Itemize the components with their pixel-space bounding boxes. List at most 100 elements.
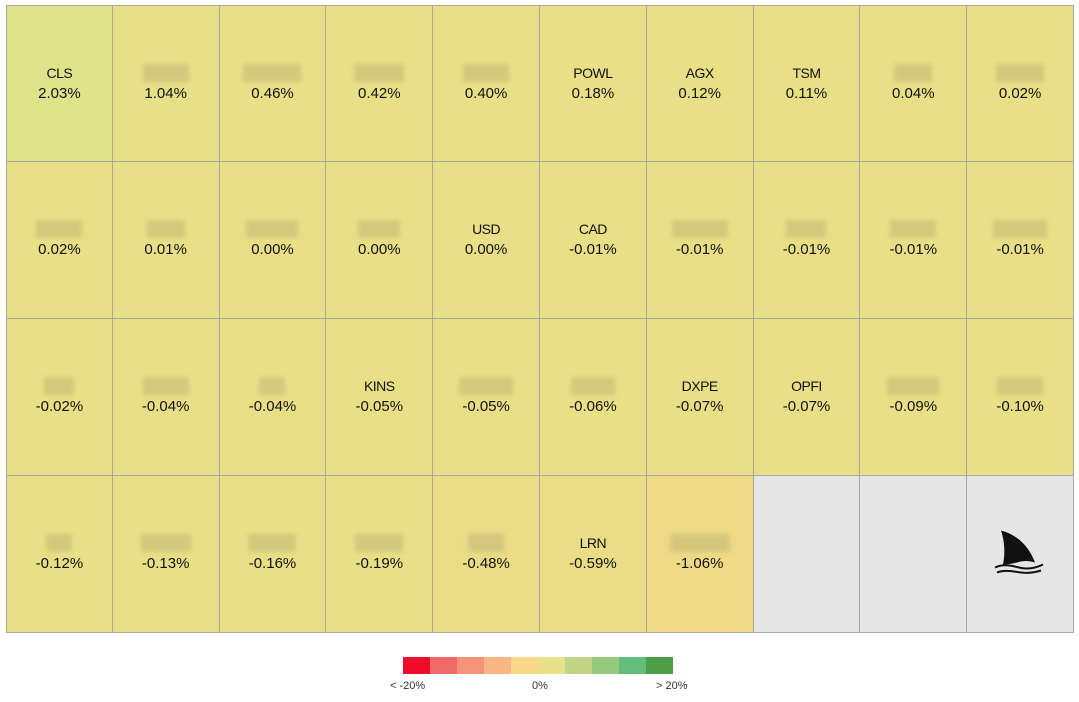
redacted-ticker-blur [669, 534, 730, 552]
tile-change: 0.42% [358, 84, 401, 102]
tile-change: -0.19% [355, 555, 404, 572]
heatmap-tile[interactable]: -0.01% [646, 162, 754, 319]
tile-change: -0.01% [889, 241, 938, 258]
tile-ticker: LRN [579, 535, 607, 551]
tile-change: 0.00% [251, 241, 294, 258]
tile-ticker-redacted [993, 220, 1048, 238]
redacted-ticker-blur [243, 63, 302, 82]
heatmap-tile[interactable]: 0.00% [219, 162, 327, 319]
heatmap-tile[interactable]: 1.04% [112, 5, 220, 162]
heatmap-tile[interactable]: -0.05% [433, 319, 540, 476]
empty-tile [860, 476, 968, 633]
legend-min-label: < -20% [390, 680, 426, 692]
tile-ticker-redacted [997, 377, 1044, 395]
redacted-ticker-blur [993, 220, 1048, 238]
heatmap-tile[interactable]: 0.02% [6, 162, 113, 319]
tile-change: -0.01% [782, 241, 831, 258]
tile-change: 0.11% [785, 84, 828, 102]
heatmap-tile[interactable]: 0.42% [326, 5, 434, 162]
tile-change: 2.03% [38, 84, 81, 102]
tile-ticker: DXPE [681, 378, 719, 394]
redacted-ticker-blur [354, 63, 405, 82]
tile-ticker: CLS [46, 64, 73, 81]
tile-ticker-redacted [786, 220, 827, 238]
heatmap-tile[interactable]: LRN -0.59% [540, 476, 647, 633]
heatmap-tile[interactable]: TSM 0.11% [753, 5, 861, 162]
heatmap-tile[interactable]: -0.12% [6, 476, 113, 633]
redacted-ticker-blur [36, 220, 83, 238]
heatmap-tile[interactable]: CAD -0.01% [540, 162, 647, 319]
heatmap-tile[interactable]: 0.02% [967, 5, 1074, 162]
tile-change: 0.46% [251, 84, 294, 102]
tile-change: 0.04% [892, 84, 935, 102]
heatmap-tile[interactable]: -0.04% [112, 319, 220, 476]
tile-change: -0.01% [675, 241, 724, 258]
tile-change: -0.02% [35, 398, 84, 415]
heatmap-grid: CLS 2.03% 1.04% 0.46% 0.42% 0.40% POWL 0.18% AGX… [6, 5, 1074, 633]
heatmap-tile[interactable]: 0.01% [112, 162, 220, 319]
legend-swatch [619, 657, 646, 674]
tile-change: -0.05% [355, 398, 404, 415]
tile-ticker-redacted [671, 220, 728, 238]
heatmap-tile[interactable]: -0.19% [326, 476, 434, 633]
heatmap-tile[interactable]: -0.13% [112, 476, 220, 633]
tile-ticker-redacted [142, 63, 189, 82]
heatmap-tile[interactable]: -0.02% [6, 319, 113, 476]
tile-change: 0.18% [571, 84, 615, 102]
heatmap-tile[interactable]: 0.46% [219, 5, 327, 162]
tile-ticker-redacted [248, 534, 297, 552]
heatmap-tile[interactable]: USD 0.00% [433, 162, 540, 319]
tile-change: -0.48% [462, 555, 510, 572]
tile-change: -0.07% [782, 398, 831, 415]
tile-change: -0.09% [889, 398, 938, 415]
redacted-ticker-blur [246, 220, 299, 238]
tile-change: -1.06% [675, 555, 724, 572]
tile-ticker-redacted [140, 534, 191, 552]
tile-ticker: USD [472, 221, 501, 237]
heatmap-tile[interactable]: AGX 0.12% [646, 5, 754, 162]
redacted-ticker-blur [146, 220, 185, 238]
heatmap-tile[interactable]: -0.01% [860, 162, 968, 319]
heatmap-tile[interactable]: 0.40% [433, 5, 540, 162]
legend-swatch [484, 657, 511, 674]
redacted-ticker-blur [259, 377, 286, 395]
tile-ticker-redacted [669, 534, 730, 552]
legend-swatch [511, 657, 538, 674]
legend-swatch [538, 657, 565, 674]
heatmap-tile[interactable]: -0.48% [433, 476, 540, 633]
tile-change: 1.04% [144, 84, 187, 102]
redacted-ticker-blur [570, 377, 615, 395]
heatmap-tile[interactable]: OPFI -0.07% [753, 319, 861, 476]
legend-max-label: > 20% [656, 680, 688, 692]
heatmap-tile[interactable]: 0.00% [326, 162, 434, 319]
redacted-ticker-blur [890, 220, 937, 238]
heatmap-tile[interactable]: -0.04% [219, 319, 327, 476]
heatmap-tile[interactable]: DXPE -0.07% [646, 319, 754, 476]
tile-change: -0.05% [462, 398, 510, 415]
heatmap-tile[interactable]: -0.09% [860, 319, 968, 476]
shark-fin-logo-icon [993, 525, 1047, 584]
tile-change: -0.16% [248, 555, 297, 572]
tile-change: -0.12% [35, 555, 84, 572]
heatmap-tile[interactable]: -0.06% [540, 319, 647, 476]
tile-change: 0.40% [464, 84, 508, 102]
heatmap-tile[interactable]: -1.06% [646, 476, 754, 633]
heatmap-tile[interactable]: -0.01% [753, 162, 861, 319]
tile-ticker: POWL [573, 64, 613, 81]
heatmap-tile[interactable]: -0.16% [219, 476, 327, 633]
heatmap-tile[interactable]: 0.04% [860, 5, 968, 162]
tile-change: -0.04% [248, 398, 297, 415]
heatmap-tile[interactable]: -0.10% [967, 319, 1074, 476]
tile-change: 0.00% [464, 241, 508, 258]
tile-change: -0.01% [569, 241, 617, 258]
tile-ticker: OPFI [791, 378, 822, 394]
heatmap-tile[interactable]: CLS 2.03% [6, 5, 113, 162]
heatmap-tile[interactable]: KINS -0.05% [326, 319, 434, 476]
tile-change: -0.01% [996, 241, 1044, 258]
tile-ticker-redacted [243, 63, 302, 82]
heatmap-tile[interactable]: -0.01% [967, 162, 1074, 319]
redacted-ticker-blur [463, 63, 510, 82]
heatmap-tile[interactable]: POWL 0.18% [540, 5, 647, 162]
redacted-ticker-blur [671, 220, 728, 238]
tile-change: -0.13% [141, 555, 190, 572]
